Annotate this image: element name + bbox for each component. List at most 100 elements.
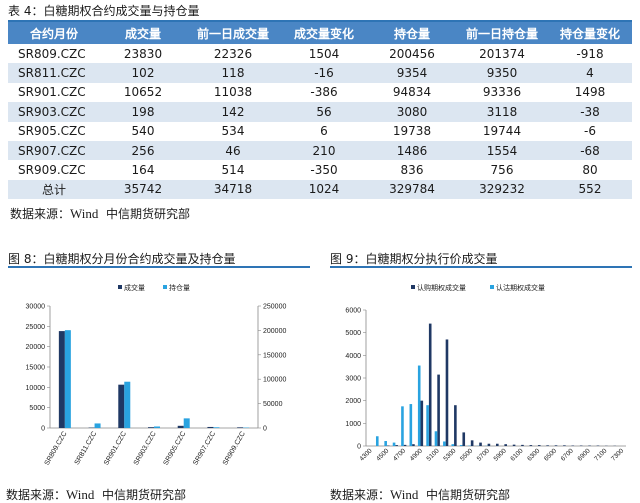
row-label-cell: SR903.CZC <box>8 102 100 121</box>
y-tick-label: 4000 <box>345 353 361 360</box>
bar-认购期权成交量 <box>429 324 432 446</box>
row-label-cell: SR909.CZC <box>8 160 100 179</box>
table-cell: 514 <box>186 160 280 179</box>
left-tick-label: 15000 <box>26 365 46 372</box>
source-wind: Wind <box>66 487 94 502</box>
right-tick-label: 250000 <box>263 304 286 311</box>
header-cell: 前一日持仓量 <box>456 22 548 44</box>
table-cell: 93336 <box>456 83 548 102</box>
table-cell: 19744 <box>456 122 548 141</box>
table-cell: 6 <box>280 122 368 141</box>
source-label: 数据来源： <box>330 488 390 502</box>
bar-认沽期权成交量 <box>376 436 379 446</box>
table-cell: 102 <box>100 63 186 82</box>
bar-认购期权成交量 <box>530 445 533 446</box>
table-cell: 756 <box>456 160 548 179</box>
source-org: 中信期货研究部 <box>102 488 186 502</box>
row-label-cell: 总计 <box>8 180 100 199</box>
table-cell: -386 <box>280 83 368 102</box>
bar-持仓量 <box>213 427 219 428</box>
table-source: 数据来源：Wind 中信期货研究部 <box>10 205 190 222</box>
table-cell: 11038 <box>186 83 280 102</box>
x-tick-label: 5100 <box>426 447 441 462</box>
x-tick-label: 5900 <box>493 447 508 462</box>
source-org: 中信期货研究部 <box>106 207 190 221</box>
x-tick-label: 5500 <box>459 447 474 462</box>
bar-认购期权成交量 <box>412 444 415 446</box>
table-cell: -16 <box>280 63 368 82</box>
legend-label: 认沽期权成交量 <box>496 283 545 292</box>
table-cell: 3080 <box>368 102 456 121</box>
header-cell: 持仓量变化 <box>548 22 632 44</box>
x-tick-label: SR811.CZC <box>74 431 99 467</box>
x-tick-label: SR907.CZC <box>192 431 217 467</box>
bar-认沽期权成交量 <box>460 445 463 446</box>
fig8-source: 数据来源：Wind 中信期货研究部 <box>6 486 186 503</box>
table-cell: -68 <box>548 141 632 160</box>
right-tick-label: 200000 <box>263 328 286 335</box>
bar-认沽期权成交量 <box>426 405 429 446</box>
bar-认购期权成交量 <box>546 445 549 446</box>
bar-认沽期权成交量 <box>393 443 396 446</box>
x-tick-label: SR905.CZC <box>163 431 188 467</box>
table-cell: 9350 <box>456 63 548 82</box>
table-cell: -350 <box>280 160 368 179</box>
header-cell: 持仓量 <box>368 22 456 44</box>
header-cell: 前一日成交量 <box>186 22 280 44</box>
y-tick-label: 2000 <box>345 398 361 405</box>
table-cell: -6 <box>548 122 632 141</box>
table-cell: 10652 <box>100 83 186 102</box>
table-cell: 4 <box>548 63 632 82</box>
table-cell: -918 <box>548 44 632 63</box>
table-cell: 210 <box>280 141 368 160</box>
y-tick-label: 0 <box>357 444 361 451</box>
legend-swatch-持仓量 <box>163 285 167 289</box>
left-tick-label: 10000 <box>26 385 46 392</box>
bar-成交量 <box>178 426 184 428</box>
bar-认购期权成交量 <box>513 445 516 446</box>
bar-认沽期权成交量 <box>384 441 387 446</box>
x-tick-label: SR909.CZC <box>222 431 247 467</box>
table-caption: 表 4：白糖期权合约成交量与持仓量 <box>8 4 199 18</box>
bar-认购期权成交量 <box>446 339 449 446</box>
row-label-cell: SR907.CZC <box>8 141 100 160</box>
bar-认购期权成交量 <box>504 444 507 446</box>
bar-认购期权成交量 <box>488 444 491 446</box>
bar-认购期权成交量 <box>395 445 398 446</box>
bar-持仓量 <box>95 423 101 428</box>
options-table: 合约月份 成交量 前一日成交量 成交量变化 持仓量 前一日持仓量 持仓量变化 S… <box>8 22 632 199</box>
bar-认购期权成交量 <box>563 445 566 446</box>
bar-认沽期权成交量 <box>401 406 404 446</box>
legend-swatch-认购期权成交量 <box>411 285 415 289</box>
table-cell: 164 <box>100 160 186 179</box>
x-tick-label: 6100 <box>509 447 524 462</box>
x-tick-label: 6500 <box>543 447 558 462</box>
source-wind: Wind <box>390 487 418 502</box>
bar-认购期权成交量 <box>462 432 465 446</box>
bar-成交量 <box>59 331 65 428</box>
legend-label: 持仓量 <box>169 283 190 292</box>
bar-认购期权成交量 <box>437 375 440 446</box>
y-tick-label: 6000 <box>345 308 361 315</box>
bar-持仓量 <box>154 426 160 428</box>
table-cell: 118 <box>186 63 280 82</box>
table-cell: 540 <box>100 122 186 141</box>
x-tick-label: SR901.CZC <box>103 431 128 467</box>
bar-认购期权成交量 <box>454 405 457 446</box>
table-cell: 34718 <box>186 180 280 199</box>
table-cell: 94834 <box>368 83 456 102</box>
row-label-cell: SR901.CZC <box>8 83 100 102</box>
bar-成交量 <box>207 427 213 428</box>
table-cell: 1486 <box>368 141 456 160</box>
left-tick-label: 30000 <box>26 304 46 311</box>
row-label-cell: SR905.CZC <box>8 122 100 141</box>
table-cell: 56 <box>280 102 368 121</box>
table-cell: 1024 <box>280 180 368 199</box>
